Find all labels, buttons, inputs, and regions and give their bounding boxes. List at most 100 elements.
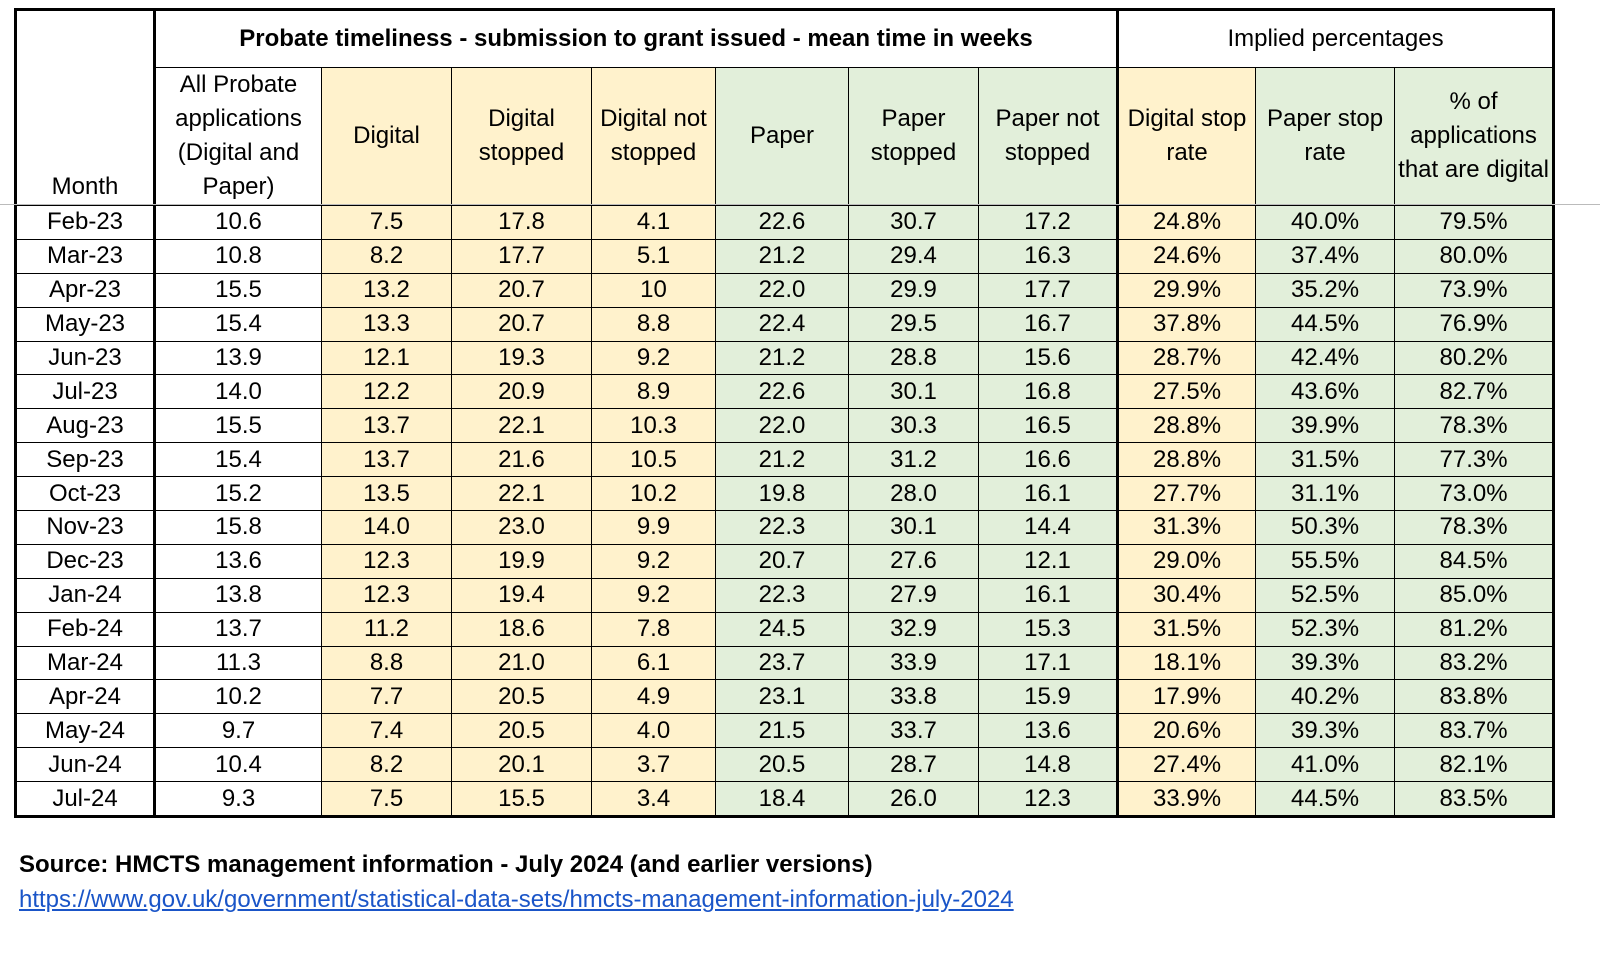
value-cell: 82.7% <box>1394 374 1555 410</box>
value-cell: 28.8 <box>848 340 979 376</box>
value-cell: 13.6 <box>977 713 1119 749</box>
value-cell: 18.6 <box>451 611 592 647</box>
data-row: May-23 15.4 13.3 20.7 8.8 22.4 29.5 16.7 37.8% 44… <box>15 306 1555 342</box>
data-row: Dec-23 13.6 12.3 19.9 9.2 20.7 27.6 12.1 29.0% 55… <box>15 543 1555 579</box>
group-header: Probate timeliness - submission to grant… <box>152 9 1119 68</box>
value-cell: 15.4 <box>153 306 322 342</box>
header-row: All Probate applications (Digital and Pa… <box>16 67 1555 206</box>
value-cell: 31.2 <box>848 442 979 478</box>
value-cell: 28.7 <box>848 747 979 783</box>
value-cell: 41.0% <box>1255 747 1396 783</box>
value-cell: 78.3% <box>1394 510 1555 545</box>
data-row: Nov-23 15.8 14.0 23.0 9.9 22.3 30.1 14.4 31.3% 50… <box>15 510 1555 545</box>
value-cell: 21.5 <box>715 713 849 749</box>
value-cell: 24.8% <box>1116 204 1257 240</box>
value-cell: 13.7 <box>153 611 322 647</box>
month-cell: Jun-24 <box>15 747 155 783</box>
value-cell: 11.3 <box>153 645 322 681</box>
value-cell: 42.4% <box>1255 340 1396 376</box>
value-cell: 20.9 <box>451 374 592 410</box>
value-cell: 81.2% <box>1394 611 1555 647</box>
source-link[interactable]: https://www.gov.uk/government/statistica… <box>19 886 1014 913</box>
value-cell: 8.8 <box>321 645 452 681</box>
value-cell: 22.1 <box>451 408 592 444</box>
value-cell: 16.3 <box>977 238 1119 274</box>
value-cell: 20.5 <box>451 679 592 715</box>
value-cell: 14.8 <box>977 747 1119 783</box>
value-cell: 10 <box>591 272 716 308</box>
value-cell: 17.8 <box>451 204 592 240</box>
value-cell: 21.2 <box>715 442 849 478</box>
month-cell: Apr-23 <box>15 272 155 308</box>
value-cell: 28.7% <box>1116 340 1257 376</box>
value-cell: 22.3 <box>715 510 849 545</box>
value-cell: 9.3 <box>153 781 322 818</box>
value-cell: 12.1 <box>977 543 1119 579</box>
value-cell: 9.2 <box>591 543 716 579</box>
column-header: Paper stop rate <box>1255 67 1396 206</box>
value-cell: 11.2 <box>321 611 452 647</box>
value-cell: 28.0 <box>848 476 979 512</box>
value-cell: 22.0 <box>715 408 849 444</box>
value-cell: 33.7 <box>848 713 979 749</box>
value-cell: 52.3% <box>1255 611 1396 647</box>
value-cell: 13.8 <box>153 577 322 613</box>
data-table: Month Probate timeliness - submission to … <box>14 8 1556 819</box>
value-cell: 55.5% <box>1255 543 1396 579</box>
value-cell: 24.5 <box>715 611 849 647</box>
value-cell: 10.2 <box>153 679 322 715</box>
value-cell: 21.2 <box>715 340 849 376</box>
value-cell: 50.3% <box>1255 510 1396 545</box>
value-cell: 6.1 <box>591 645 716 681</box>
value-cell: 15.6 <box>977 340 1119 376</box>
value-cell: 35.2% <box>1255 272 1396 308</box>
value-cell: 77.3% <box>1394 442 1555 478</box>
value-cell: 15.4 <box>153 442 322 478</box>
value-cell: 27.4% <box>1116 747 1257 783</box>
month-cell: Jan-24 <box>15 577 155 613</box>
column-header: Paper not stopped <box>977 67 1119 206</box>
value-cell: 12.2 <box>321 374 452 410</box>
value-cell: 17.1 <box>977 645 1119 681</box>
value-cell: 7.5 <box>321 781 452 818</box>
month-cell: Feb-24 <box>15 611 155 647</box>
column-header: Paper stopped <box>848 67 979 206</box>
value-cell: 18.4 <box>715 781 849 818</box>
value-cell: 31.5% <box>1116 611 1257 647</box>
month-cell: May-24 <box>15 713 155 749</box>
value-cell: 3.4 <box>591 781 716 818</box>
value-cell: 30.4% <box>1116 577 1257 613</box>
value-cell: 3.7 <box>591 747 716 783</box>
value-cell: 40.2% <box>1255 679 1396 715</box>
value-cell: 22.6 <box>715 204 849 240</box>
value-cell: 31.5% <box>1255 442 1396 478</box>
value-cell: 16.1 <box>977 476 1119 512</box>
value-cell: 29.4 <box>848 238 979 274</box>
value-cell: 37.8% <box>1116 306 1257 342</box>
value-cell: 39.9% <box>1255 408 1396 444</box>
month-cell: Jul-23 <box>15 374 155 410</box>
value-cell: 12.3 <box>321 543 452 579</box>
data-row: Oct-23 15.2 13.5 22.1 10.2 19.8 28.0 16.1 27.7% 3… <box>15 476 1555 512</box>
value-cell: 83.5% <box>1394 781 1555 818</box>
month-cell: Mar-24 <box>15 645 155 681</box>
value-cell: 19.8 <box>715 476 849 512</box>
data-row: Jun-23 13.9 12.1 19.3 9.2 21.2 28.8 15.6 28.7% 42… <box>15 340 1555 376</box>
column-header: All Probate applications (Digital and Pa… <box>153 67 322 206</box>
value-cell: 10.4 <box>153 747 322 783</box>
value-cell: 15.5 <box>153 272 322 308</box>
value-cell: 31.3% <box>1116 510 1257 545</box>
value-cell: 29.5 <box>848 306 979 342</box>
value-cell: 13.2 <box>321 272 452 308</box>
value-cell: 83.8% <box>1394 679 1555 715</box>
value-cell: 23.7 <box>715 645 849 681</box>
value-cell: 4.0 <box>591 713 716 749</box>
value-cell: 19.9 <box>451 543 592 579</box>
value-cell: 24.6% <box>1116 238 1257 274</box>
data-row: Apr-24 10.2 7.7 20.5 4.9 23.1 33.8 15.9 17.9% 40.… <box>15 679 1555 715</box>
value-cell: 22.4 <box>715 306 849 342</box>
value-cell: 17.2 <box>977 204 1119 240</box>
column-header: Digital <box>321 67 452 206</box>
value-cell: 20.1 <box>451 747 592 783</box>
value-cell: 80.0% <box>1394 238 1555 274</box>
